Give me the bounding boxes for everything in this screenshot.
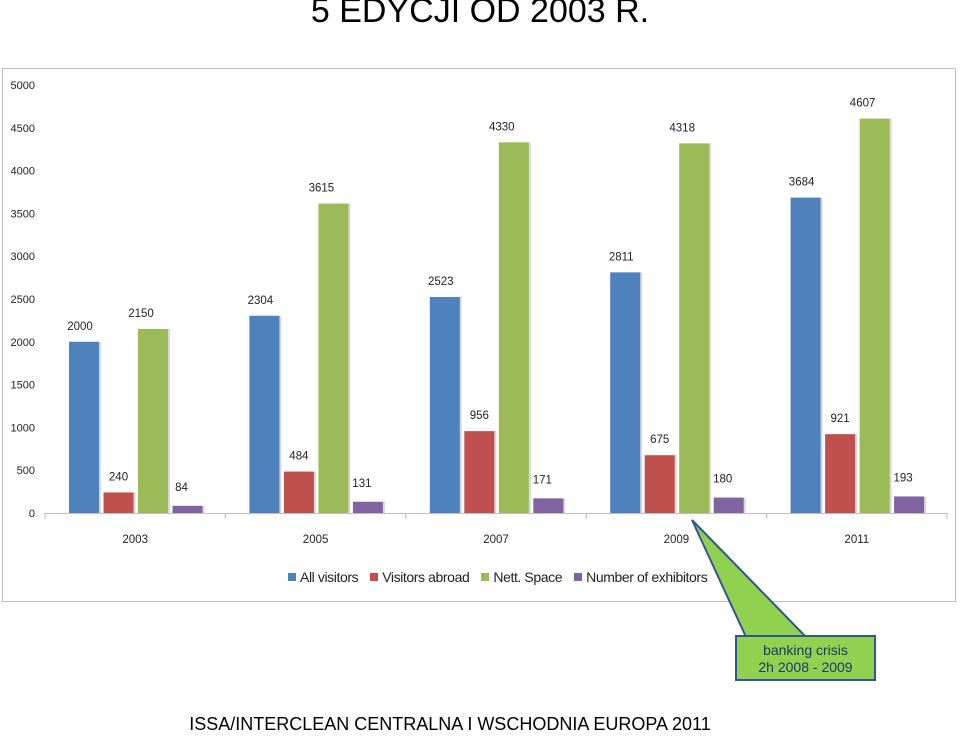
y-tick-label: 2000 [11, 337, 35, 349]
data-label: 193 [894, 472, 913, 484]
data-label: 484 [289, 451, 309, 463]
data-label: 240 [109, 471, 128, 483]
data-label: 4318 [669, 122, 695, 134]
bar-number-of-exhibitors-2003 [172, 505, 203, 513]
data-label: 2000 [67, 321, 93, 333]
legend-item-nett-space: Nett. Space [481, 569, 563, 585]
bar-nett-space-2007 [498, 142, 529, 513]
x-category-label: 2005 [303, 534, 329, 546]
bar-all-visitors-2005 [249, 315, 280, 513]
y-tick-label: 2500 [11, 294, 35, 306]
callout-line-2: 2h 2008 - 2009 [758, 659, 853, 675]
data-label: 2811 [609, 251, 634, 263]
data-label: 84 [175, 482, 188, 494]
page-title: 5 EDYCJI OD 2003 R. [310, 0, 650, 30]
data-label: 956 [470, 410, 489, 422]
bar-visitors-abroad-2009 [644, 455, 675, 513]
data-label: 675 [650, 434, 669, 446]
data-label: 921 [831, 413, 850, 425]
y-tick-label: 5000 [11, 80, 35, 92]
bar-nett-space-2009 [679, 143, 710, 513]
y-tick-label: 1500 [11, 380, 35, 392]
data-label: 2150 [128, 308, 154, 320]
bar-all-visitors-2003 [69, 341, 99, 513]
footer-title: ISSA/INTERCLEAN CENTRALNA I WSCHODNIA EU… [189, 714, 711, 734]
bar-nett-space-2005 [318, 203, 349, 513]
bar-nett-space-2003 [138, 328, 168, 513]
legend-swatch-exhibitors [574, 573, 583, 581]
x-category-label: 2011 [844, 534, 869, 546]
data-label: 180 [713, 474, 732, 486]
bar-nett-space-2011 [859, 118, 890, 513]
legend-item-exhibitors: Number of exhibitors [574, 569, 708, 585]
legend-swatch-all-visitors [288, 573, 296, 581]
legend-label: Nett. Space [493, 569, 563, 585]
y-tick-label: 1000 [11, 422, 35, 434]
data-label: 131 [352, 478, 371, 490]
y-tick-label: 4500 [11, 123, 35, 135]
data-label: 4330 [489, 121, 515, 133]
x-category-label: 2003 [122, 534, 148, 546]
data-label: 2304 [248, 295, 274, 307]
bar-all-visitors-2011 [790, 197, 821, 513]
legend-swatch-visitors-abroad [370, 573, 379, 581]
legend-swatch-nett-space [481, 573, 490, 581]
banking-crisis-callout: banking crisis 2h 2008 - 2009 [735, 635, 876, 681]
bar-number-of-exhibitors-2007 [533, 498, 564, 513]
bar-visitors-abroad-2005 [283, 471, 314, 513]
chart-legend: All visitors Visitors abroad Nett. Space… [288, 568, 719, 586]
y-tick-label: 3000 [11, 251, 35, 263]
legend-label: All visitors [300, 569, 359, 585]
bar-number-of-exhibitors-2009 [713, 497, 744, 513]
y-tick-label: 0 [29, 508, 35, 520]
data-label: 3684 [789, 177, 815, 189]
data-label: 171 [533, 474, 552, 486]
bar-visitors-abroad-2003 [103, 492, 134, 513]
bar-all-visitors-2007 [429, 297, 460, 513]
y-tick-label: 500 [17, 465, 35, 477]
bar-all-visitors-2009 [610, 272, 641, 513]
legend-label: Number of exhibitors [586, 569, 708, 585]
bar-chart: 0 500 1000 1500 2000 2500 3000 3500 4000 4500 5000… [11, 80, 948, 546]
x-category-label: 2007 [483, 534, 509, 546]
legend-item-visitors-abroad: Visitors abroad [370, 569, 470, 585]
data-label: 2523 [428, 276, 454, 288]
legend-label: Visitors abroad [382, 569, 470, 585]
x-category-label: 2009 [664, 534, 690, 546]
bar-number-of-exhibitors-2011 [894, 496, 925, 513]
legend-item-all-visitors: All visitors [288, 569, 359, 585]
y-tick-label: 3500 [11, 208, 35, 220]
bar-visitors-abroad-2007 [464, 431, 495, 513]
chart-area: 0 500 1000 1500 2000 2500 3000 3500 4000 4500 5000… [2, 68, 956, 602]
data-label: 4607 [850, 98, 876, 110]
data-label: 3615 [309, 183, 335, 195]
y-tick-label: 4000 [11, 166, 35, 178]
bar-number-of-exhibitors-2005 [352, 501, 383, 513]
callout-line-1: banking crisis [763, 642, 848, 658]
bar-visitors-abroad-2011 [825, 434, 856, 513]
